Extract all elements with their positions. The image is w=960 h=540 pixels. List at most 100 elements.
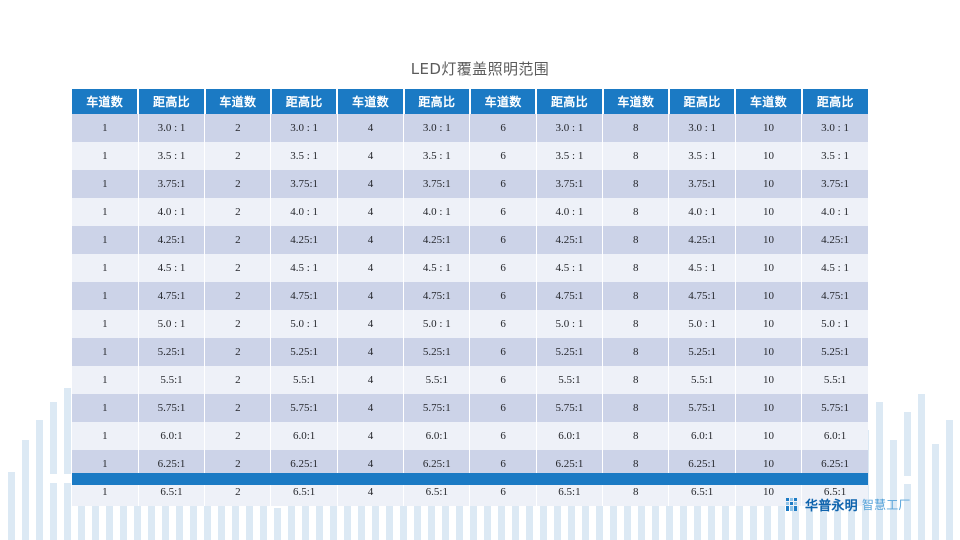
ratio-cell: 5.75:1	[403, 394, 471, 422]
ratio-cell: 3.5 : 1	[403, 142, 471, 170]
table-row: 1 4.0 : 1 2 4.0 : 1 4 4.0 : 1 6 4.0 : 1 8 4.0 : 1…	[72, 198, 868, 226]
ratio-cell: 3.75:1	[403, 170, 471, 198]
lane-count-cell: 6	[469, 394, 537, 422]
column-header-7: 距高比	[535, 89, 604, 114]
column-header-0: 车道数	[72, 89, 140, 114]
column-header-10: 车道数	[734, 89, 803, 114]
lane-ratio-table: 车道数 距高比 车道数 距高比 车道数 距高比 车道数 距高比 车道数 距高比 车道数 距高比 1 3.…	[72, 89, 868, 506]
lane-count-cell: 10	[734, 422, 803, 450]
ratio-cell: 5.0 : 1	[403, 310, 471, 338]
lane-count-cell: 4	[336, 282, 405, 310]
lane-count-cell: 2	[204, 282, 272, 310]
table-row: 1 4.25:1 2 4.25:1 4 4.25:1 6 4.25:1 8 4.25:1 10 4.2…	[72, 226, 868, 254]
lane-count-cell: 6	[469, 170, 537, 198]
ratio-cell: 5.25:1	[668, 338, 736, 366]
lane-count-cell: 2	[204, 226, 272, 254]
lane-count-cell: 8	[602, 366, 670, 394]
lane-count-cell: 6	[469, 254, 537, 282]
lane-count-cell: 2	[204, 142, 272, 170]
lane-count-cell: 6	[469, 338, 537, 366]
lane-count-cell: 8	[602, 198, 670, 226]
ratio-cell: 5.75:1	[535, 394, 604, 422]
column-header-4: 车道数	[336, 89, 405, 114]
ratio-cell: 5.25:1	[270, 338, 338, 366]
lane-count-cell: 6	[469, 114, 537, 142]
ratio-cell: 5.25:1	[403, 338, 471, 366]
decorative-bar	[932, 444, 939, 540]
ratio-cell: 3.5 : 1	[668, 142, 736, 170]
ratio-cell: 4.0 : 1	[137, 198, 206, 226]
lane-count-cell: 8	[602, 170, 670, 198]
ratio-cell: 5.5:1	[403, 366, 471, 394]
lane-count-cell: 10	[734, 394, 803, 422]
lane-count-cell: 1	[72, 142, 139, 170]
table-row: 1 6.0:1 2 6.0:1 4 6.0:1 6 6.0:1 8 6.0:1 10 6.0:1	[72, 422, 868, 450]
lane-count-cell: 8	[602, 282, 670, 310]
ratio-cell: 5.5:1	[668, 366, 736, 394]
ratio-cell: 4.5 : 1	[270, 254, 338, 282]
decorative-bar	[50, 402, 57, 540]
logo-primary-text: 华普永明	[805, 498, 858, 514]
table-row: 1 3.75:1 2 3.75:1 4 3.75:1 6 3.75:1 8 3.75:1 10 3.7…	[72, 170, 868, 198]
ratio-cell: 5.5:1	[137, 366, 206, 394]
ratio-cell: 4.75:1	[137, 282, 206, 310]
lane-count-cell: 4	[336, 338, 405, 366]
ratio-cell: 4.5 : 1	[137, 254, 206, 282]
column-header-1: 距高比	[137, 89, 206, 114]
decorative-bar	[904, 412, 911, 540]
ratio-table-container: 车道数 距高比 车道数 距高比 车道数 距高比 车道数 距高比 车道数 距高比 车道数 距高比 1 3.…	[72, 89, 868, 506]
ratio-cell: 3.75:1	[668, 170, 736, 198]
ratio-cell: 5.5:1	[270, 366, 338, 394]
ratio-cell: 5.0 : 1	[270, 310, 338, 338]
table-row: 1 5.5:1 2 5.5:1 4 5.5:1 6 5.5:1 8 5.5:1 10 5.5:1	[72, 366, 868, 394]
ratio-cell: 4.0 : 1	[801, 198, 868, 226]
ratio-cell: 5.0 : 1	[535, 310, 604, 338]
lane-count-cell: 1	[72, 170, 139, 198]
lane-count-cell: 2	[204, 114, 272, 142]
lane-count-cell: 6	[469, 310, 537, 338]
ratio-cell: 4.25:1	[137, 226, 206, 254]
page-title: LED灯覆盖照明范围	[410, 60, 550, 78]
lane-count-cell: 1	[72, 394, 139, 422]
ratio-cell: 3.75:1	[137, 170, 206, 198]
column-header-8: 车道数	[601, 89, 670, 114]
ratio-cell: 3.0 : 1	[270, 114, 338, 142]
lane-count-cell: 2	[204, 338, 272, 366]
lane-count-cell: 6	[469, 282, 537, 310]
lane-count-cell: 10	[734, 142, 803, 170]
ratio-cell: 6.0:1	[137, 422, 206, 450]
lane-count-cell: 2	[204, 310, 272, 338]
lane-count-cell: 6	[469, 226, 537, 254]
ratio-cell: 3.0 : 1	[403, 114, 471, 142]
lane-count-cell: 1	[72, 366, 139, 394]
table-header-row: 车道数 距高比 车道数 距高比 车道数 距高比 车道数 距高比 车道数 距高比 车道数 距高比	[72, 89, 868, 114]
ratio-cell: 5.25:1	[801, 338, 868, 366]
lane-count-cell: 8	[602, 422, 670, 450]
lane-count-cell: 4	[336, 366, 405, 394]
lane-count-cell: 10	[734, 366, 803, 394]
lane-count-cell: 2	[204, 422, 272, 450]
ratio-cell: 4.25:1	[668, 226, 736, 254]
brand-logo: 华普永明 智慧工厂	[786, 494, 911, 514]
lane-count-cell: 4	[336, 114, 405, 142]
lane-count-cell: 4	[336, 394, 405, 422]
ratio-cell: 4.25:1	[535, 226, 604, 254]
lane-count-cell: 1	[72, 282, 139, 310]
lane-count-cell: 1	[72, 422, 139, 450]
lane-count-cell: 6	[469, 422, 537, 450]
table-row: 1 3.5 : 1 2 3.5 : 1 4 3.5 : 1 6 3.5 : 1 8 3.5 : 1…	[72, 142, 868, 170]
ratio-cell: 4.5 : 1	[403, 254, 471, 282]
column-header-9: 距高比	[667, 89, 737, 114]
lane-count-cell: 10	[734, 198, 803, 226]
decorative-bar	[64, 388, 71, 540]
lane-count-cell: 6	[469, 366, 537, 394]
logo-secondary-text: 智慧工厂	[861, 497, 911, 512]
lane-count-cell: 2	[204, 366, 272, 394]
lane-count-cell: 4	[336, 170, 405, 198]
lane-count-cell: 1	[72, 338, 139, 366]
ratio-cell: 3.5 : 1	[801, 142, 868, 170]
ratio-cell: 4.75:1	[270, 282, 338, 310]
lane-count-cell: 4	[336, 422, 405, 450]
ratio-cell: 5.75:1	[801, 394, 868, 422]
